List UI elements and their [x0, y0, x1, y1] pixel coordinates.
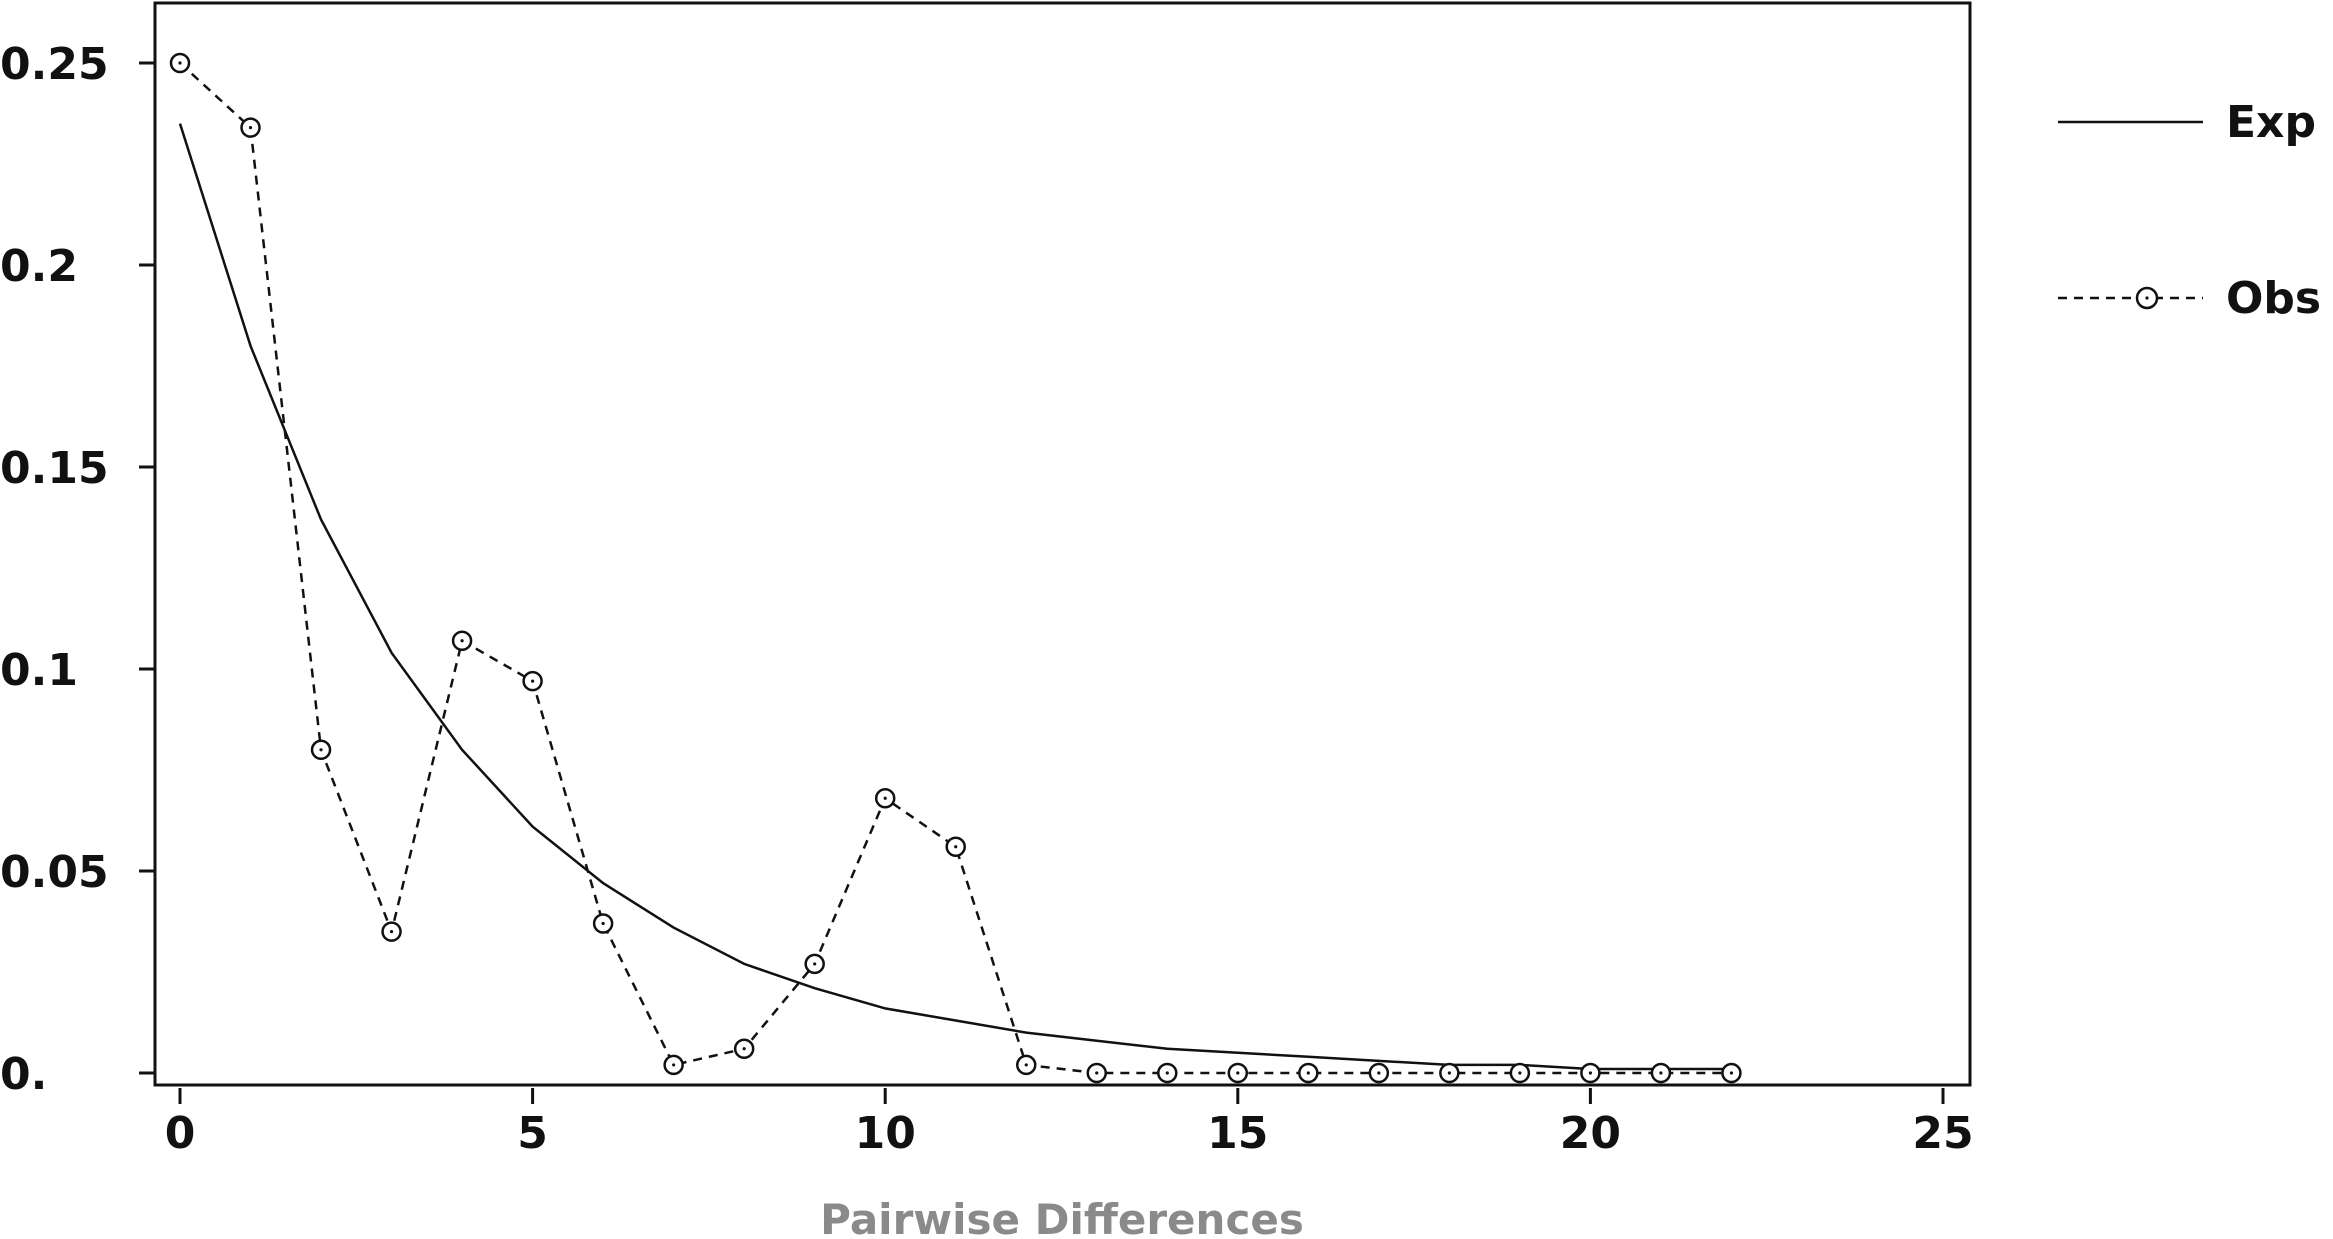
series-layer [169, 52, 1742, 1084]
series-obs-point-dot [1659, 1071, 1663, 1075]
series-obs-point-dot [883, 796, 887, 800]
series-obs-point-dot [742, 1047, 746, 1051]
series-obs-point-dot [813, 962, 817, 966]
series-obs-point-dot [1518, 1071, 1522, 1075]
legend-obs-label: Obs [2226, 273, 2321, 324]
x-tick-label: 10 [855, 1108, 916, 1159]
series-obs-point-dot [531, 679, 535, 683]
x-tick-label: 20 [1560, 1108, 1621, 1159]
y-tick-label: 0.1 [0, 645, 78, 696]
x-axis-title: Pairwise Differences [820, 1195, 1304, 1239]
series-obs-point-dot [319, 748, 323, 752]
legend-obs-marker-dot [2145, 296, 2149, 300]
series-obs-point-dot [1236, 1071, 1240, 1075]
x-tick-label: 5 [517, 1108, 548, 1159]
y-tick-label: 0.2 [0, 241, 78, 292]
plot-frame [153, 1, 1972, 1087]
x-tick-label: 25 [1912, 1108, 1973, 1159]
y-tick-label: 0.05 [0, 847, 109, 898]
y-axis: 0. 0.05 0.1 0.15 0.2 0.25 [0, 39, 155, 1100]
series-obs-point-dot [1729, 1071, 1734, 1075]
series-obs-point-dot [1447, 1071, 1451, 1075]
series-exp-line [178, 123, 1732, 1071]
series-obs-point-dot [389, 930, 394, 934]
series-obs-point-dot [601, 921, 605, 926]
x-axis: 0 5 10 15 20 25 [165, 1088, 1974, 1159]
legend-exp-label: Exp [2226, 97, 2316, 148]
series-obs-point-dot [954, 845, 958, 849]
series-obs-point-dot [1024, 1063, 1028, 1067]
series-obs-point-dot [1588, 1071, 1592, 1075]
series-obs-point-dot [460, 639, 464, 643]
series-obs-point-dot [1377, 1071, 1381, 1075]
series-obs-point-dot [1095, 1071, 1099, 1075]
y-tick-label: 0. [0, 1049, 47, 1100]
x-tick-label: 0 [165, 1108, 196, 1159]
legend: Exp Obs [2058, 97, 2321, 324]
series-obs-point-dot [1165, 1071, 1169, 1075]
y-tick-label: 0.25 [0, 39, 109, 90]
series-obs-line [179, 62, 1732, 1075]
series-obs-point-dot [178, 61, 182, 65]
x-tick-label: 15 [1207, 1108, 1268, 1159]
series-obs-point-dot [672, 1063, 676, 1067]
y-tick-label: 0.15 [0, 443, 109, 494]
series-obs-point-dot [248, 126, 253, 130]
series-obs-point-dot [1306, 1071, 1310, 1075]
